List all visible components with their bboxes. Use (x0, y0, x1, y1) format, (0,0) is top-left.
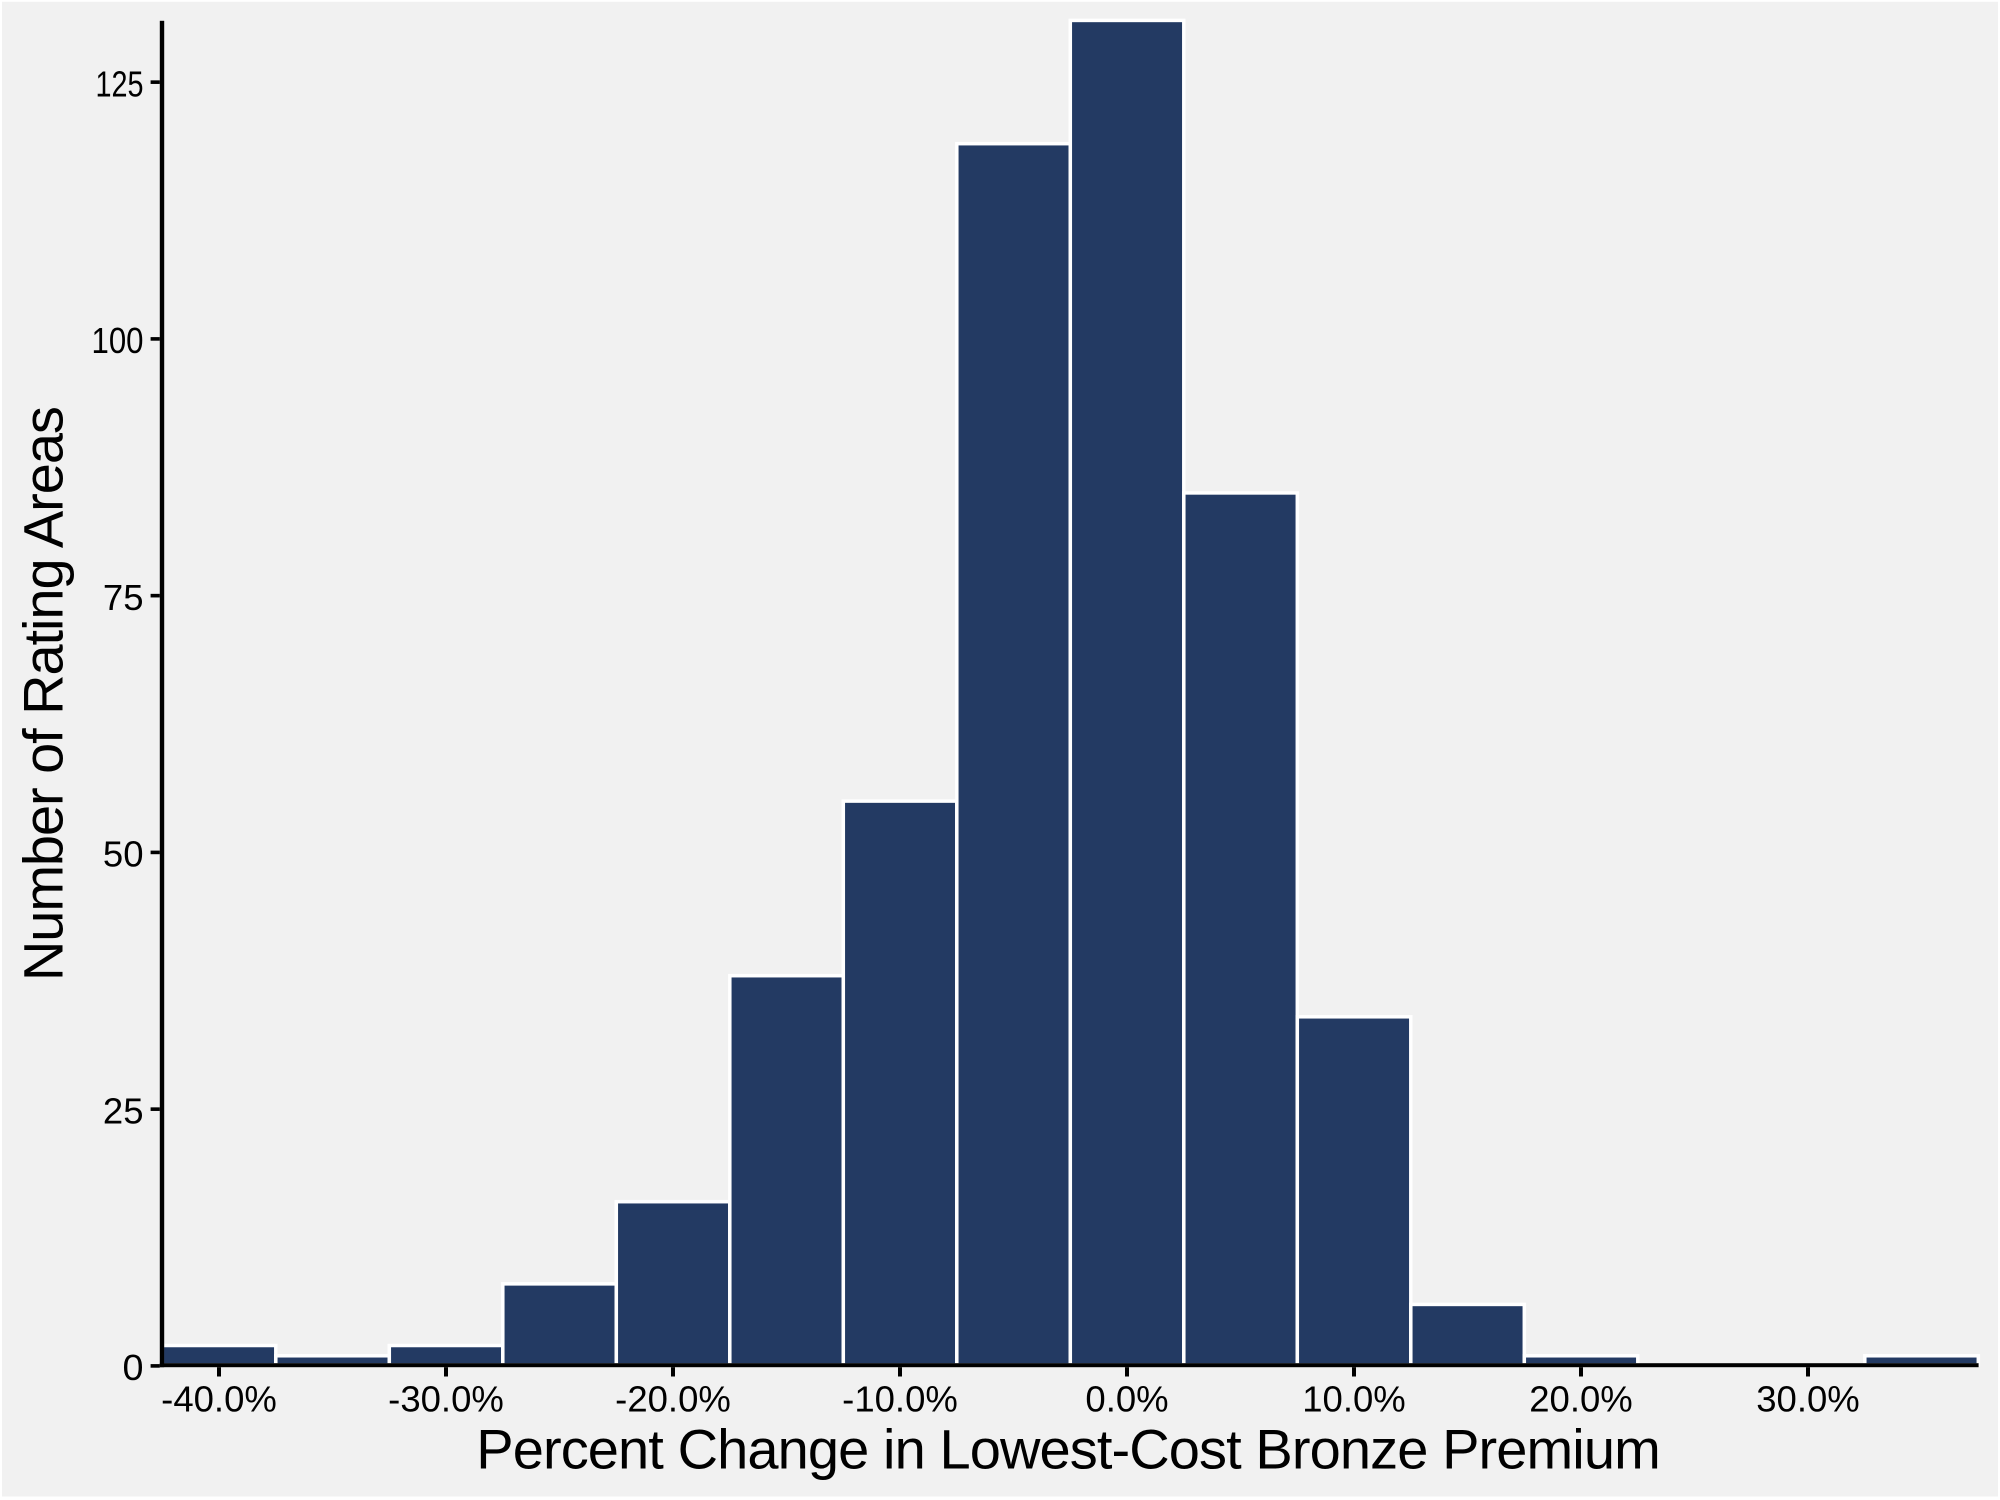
svg-text:20.0%: 20.0% (1529, 1379, 1633, 1420)
svg-text:50: 50 (103, 834, 144, 875)
svg-text:10.0%: 10.0% (1302, 1379, 1406, 1420)
svg-text:25: 25 (103, 1090, 144, 1131)
svg-text:-40.0%: -40.0% (161, 1379, 277, 1420)
svg-text:125: 125 (96, 63, 144, 104)
svg-text:-30.0%: -30.0% (388, 1379, 504, 1420)
svg-text:75: 75 (103, 577, 144, 618)
svg-text:0: 0 (123, 1347, 144, 1388)
svg-text:-20.0%: -20.0% (615, 1379, 731, 1420)
svg-text:100: 100 (92, 320, 144, 361)
svg-text:Number of Rating Areas: Number of Rating Areas (11, 406, 74, 981)
svg-text:30.0%: 30.0% (1756, 1379, 1860, 1420)
svg-text:-10.0%: -10.0% (842, 1379, 958, 1420)
svg-text:Percent Change in Lowest-Cost: Percent Change in Lowest-Cost Bronze Pre… (476, 1418, 1661, 1481)
svg-text:0.0%: 0.0% (1085, 1379, 1168, 1420)
